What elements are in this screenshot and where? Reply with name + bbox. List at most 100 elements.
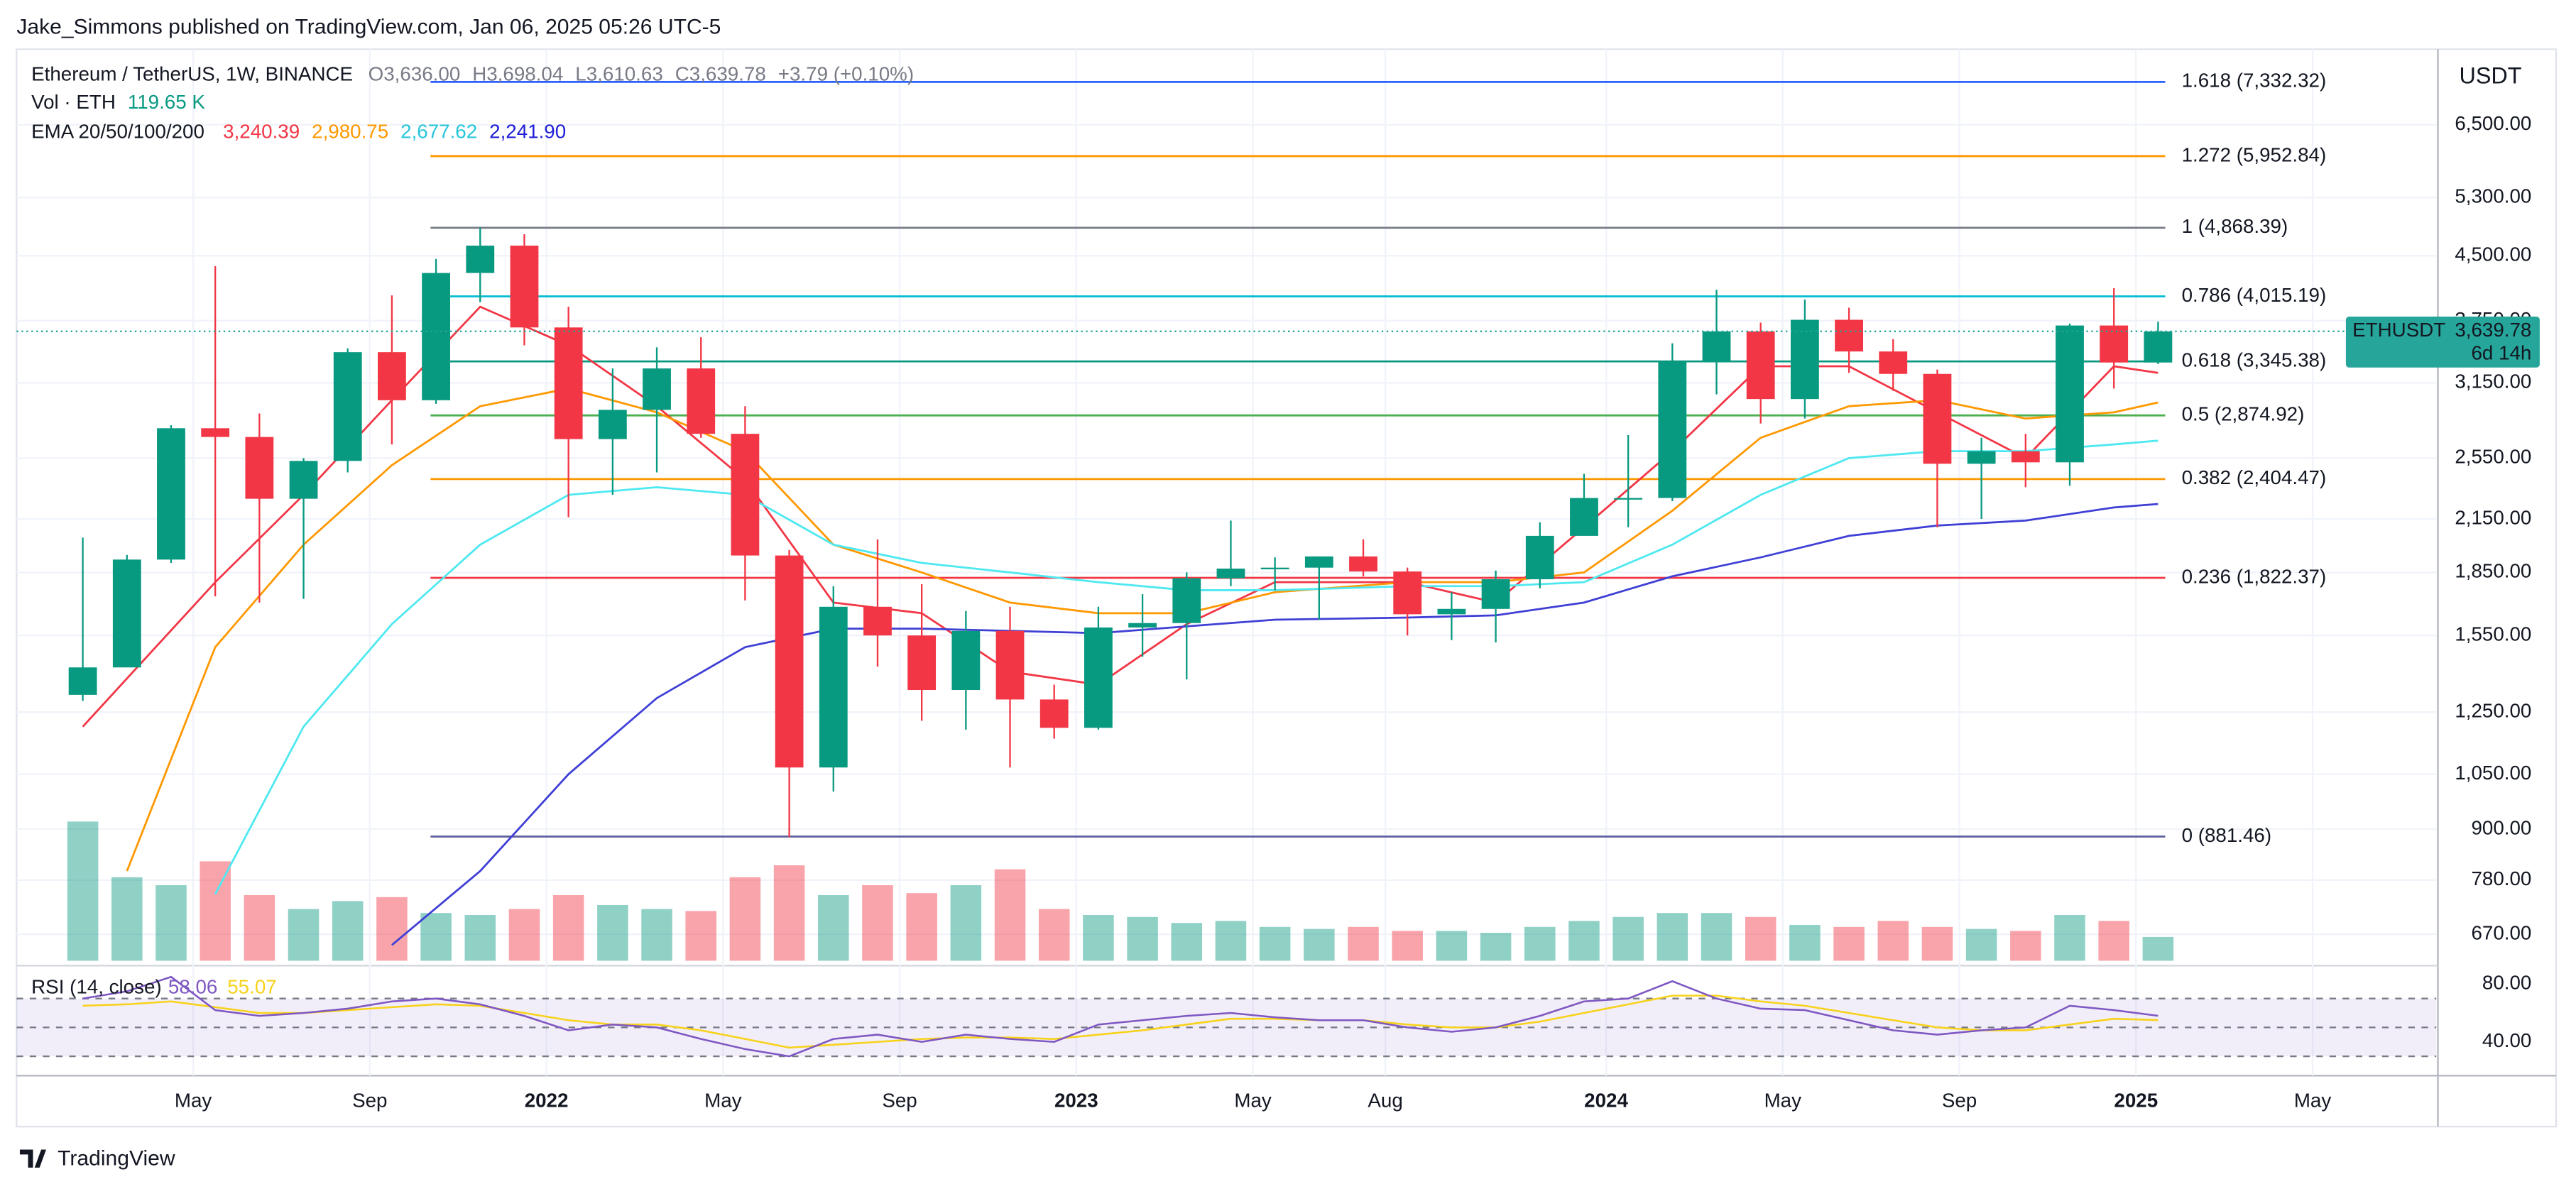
price-tag-value: 3,639.78 — [2455, 319, 2531, 341]
candle-body — [1790, 319, 1819, 400]
y-tick-label: 670.00 — [2471, 921, 2531, 943]
candle-body — [1702, 331, 1731, 362]
candle-body — [1481, 579, 1510, 609]
candle-body — [1746, 331, 1775, 400]
rsi-ma-line — [82, 995, 2159, 1049]
y-tick-label: 6,500.00 — [2455, 112, 2531, 134]
y-tick-label: 1,050.00 — [2455, 762, 2531, 784]
ema-val: 3,240.39 — [223, 121, 300, 143]
candle-body — [378, 352, 406, 400]
volume-bar — [906, 893, 937, 961]
h-val: 3,698.04 — [486, 63, 563, 85]
y-tick-label: 1,250.00 — [2455, 699, 2531, 721]
price-tag-symbol: ETHUSDT — [2352, 319, 2445, 341]
volume-bar — [67, 821, 99, 961]
rsi-legend: RSI (14, close) 58.06 55.07 — [31, 976, 277, 998]
o-key: O — [369, 63, 384, 85]
ema-val: 2,241.90 — [489, 121, 566, 143]
fib-label: 0.5 (2,874.92) — [2182, 403, 2305, 425]
candle-body — [731, 434, 760, 556]
l-val: 3,610.63 — [586, 63, 663, 85]
candle-body — [1304, 556, 1333, 568]
candle-body — [1039, 699, 1069, 728]
candle-body — [1570, 498, 1598, 536]
y-tick-label: 4,500.00 — [2455, 243, 2531, 265]
volume-bar — [818, 894, 849, 961]
volume-bar — [641, 909, 672, 961]
volume-bar — [1612, 916, 1644, 961]
volume-bar — [773, 865, 805, 961]
y-tick-label: 3,150.00 — [2455, 371, 2531, 393]
candle-body — [951, 630, 981, 691]
candle-body — [1128, 623, 1157, 628]
x-tick-label: Sep — [352, 1090, 387, 1112]
candle-body — [2144, 331, 2173, 363]
volume-bar — [1083, 915, 1114, 961]
volume-bar — [1127, 916, 1158, 961]
fib-label: 1 (4,868.39) — [2182, 215, 2288, 237]
vol-val: 119.65 K — [128, 91, 206, 113]
x-tick-label: Sep — [1942, 1090, 1977, 1112]
h-key: H — [472, 63, 486, 85]
volume-bar — [1480, 933, 1512, 961]
x-tick-label: 2023 — [1054, 1090, 1098, 1112]
candle-body — [863, 606, 892, 636]
y-tick-label: 5,300.00 — [2455, 185, 2531, 207]
rsi-line — [82, 975, 2159, 1058]
footer-brand: TradingView — [58, 1146, 175, 1170]
candle-body — [2056, 325, 2084, 463]
volume-bar — [1524, 926, 1556, 961]
volume-bar — [1348, 926, 1379, 961]
volume-bar — [994, 869, 1026, 961]
volume-bar — [685, 911, 716, 961]
candle-body — [1525, 535, 1554, 580]
legend-volume: Vol · ETH 119.65 K — [31, 91, 205, 113]
volume-bar — [332, 901, 364, 961]
candle-body — [333, 352, 362, 461]
ema-title: EMA 20/50/100/200 — [31, 121, 204, 143]
x-tick-label: 2024 — [1584, 1090, 1628, 1112]
candle-body — [1437, 608, 1466, 615]
vol-title: Vol · ETH — [31, 91, 116, 113]
candle-body — [1614, 498, 1643, 500]
volume-bar — [597, 905, 628, 961]
price-tag-countdown: 6d 14h — [2471, 342, 2531, 364]
volume-bar — [2054, 915, 2085, 961]
x-tick-label: 2022 — [525, 1090, 569, 1112]
volume-bar — [862, 884, 893, 961]
candle-body — [1393, 571, 1422, 615]
volume-bar — [1657, 913, 1688, 961]
candle-body — [1658, 361, 1687, 498]
fib-label: 1.272 (5,952.84) — [2182, 143, 2327, 165]
volume-bar — [1789, 925, 1821, 961]
candle-body — [775, 555, 804, 768]
ema-val: 2,677.62 — [400, 121, 477, 143]
x-tick-label: May — [2294, 1090, 2332, 1112]
volume-bar — [376, 897, 408, 961]
ema-line — [391, 503, 2159, 946]
volume-bar — [420, 913, 452, 961]
c-val: 3,639.78 — [689, 63, 766, 85]
x-tick-label: 2025 — [2114, 1090, 2158, 1112]
volume-bar — [155, 884, 187, 961]
y-tick-label: 2,550.00 — [2455, 446, 2531, 468]
candle-body — [466, 246, 495, 273]
y-tick-label: 900.00 — [2471, 816, 2531, 838]
candle-body — [643, 368, 671, 410]
volume-bar — [2098, 921, 2129, 961]
rsi-tick-label: 80.00 — [2482, 972, 2531, 994]
volume-bar — [552, 894, 584, 961]
candle-body — [510, 246, 539, 328]
candle-body — [68, 667, 97, 695]
rsi-tick-label: 40.00 — [2482, 1029, 2531, 1051]
logo-icon — [19, 1149, 46, 1168]
volume-bar — [1833, 926, 1865, 961]
change: +3.79 (+0.10%) — [778, 63, 914, 85]
fib-label: 0.786 (4,015.19) — [2182, 284, 2327, 306]
volume-bar — [1392, 931, 1423, 961]
fib-label: 0.382 (2,404.47) — [2182, 466, 2327, 488]
footer-logo: TradingView — [19, 1146, 175, 1170]
volume-bar — [288, 909, 320, 961]
volume-bar — [1877, 921, 1909, 961]
